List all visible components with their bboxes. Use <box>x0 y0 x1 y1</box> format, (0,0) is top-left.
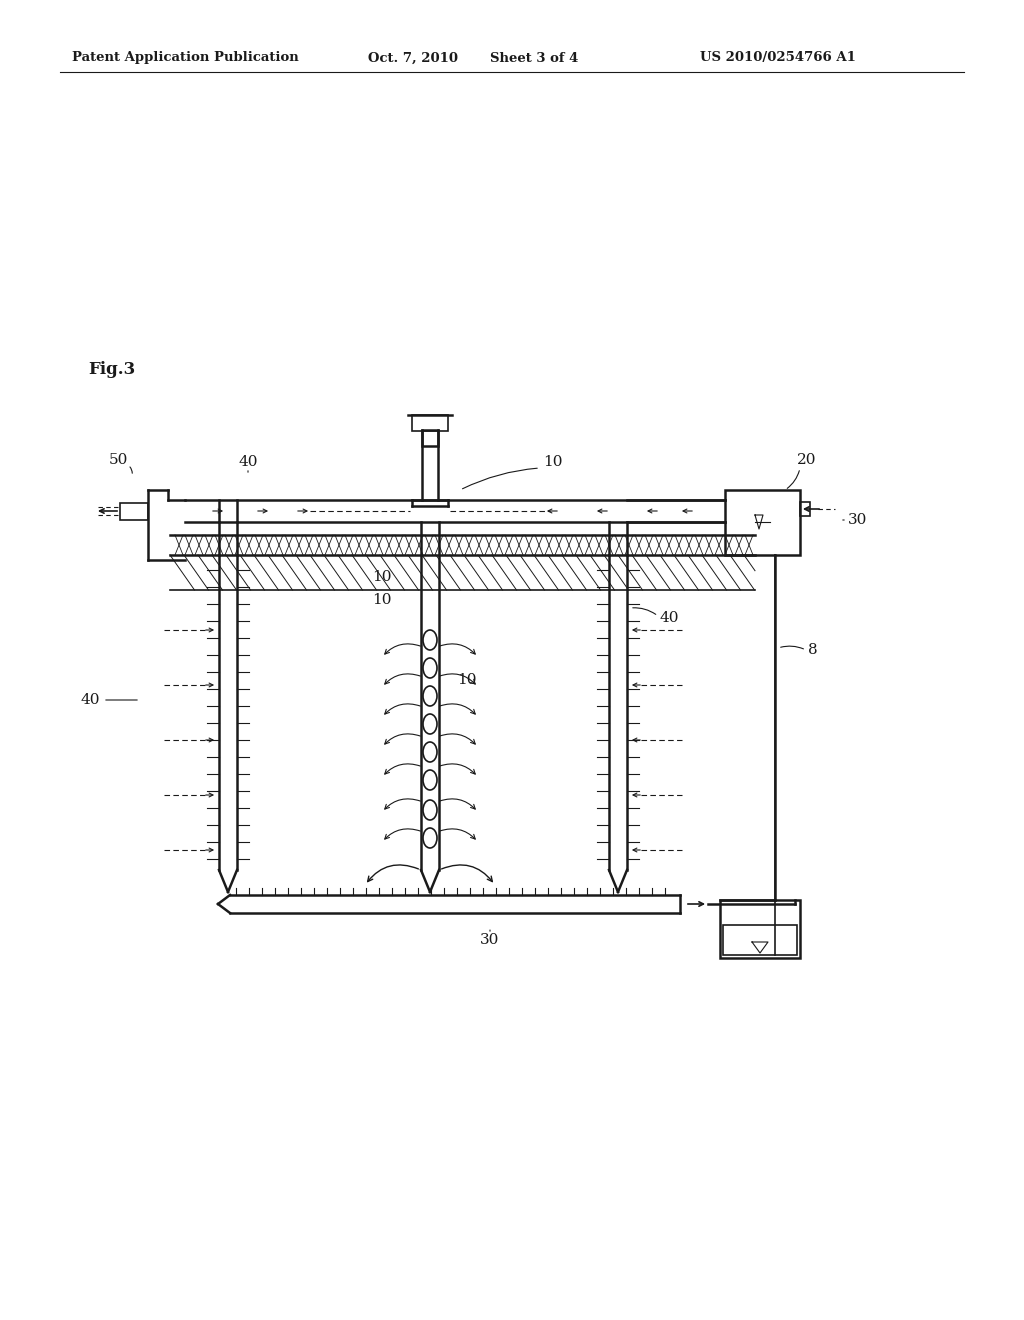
Bar <box>422 430 438 446</box>
Bar <box>720 900 800 958</box>
Text: Fig.3: Fig.3 <box>88 362 135 379</box>
Text: 30: 30 <box>848 513 867 527</box>
Text: 20: 20 <box>797 453 816 467</box>
Text: 10: 10 <box>457 673 476 686</box>
Text: Sheet 3 of 4: Sheet 3 of 4 <box>490 51 579 65</box>
Text: 30: 30 <box>480 933 500 946</box>
Bar <box>120 503 148 520</box>
Text: US 2010/0254766 A1: US 2010/0254766 A1 <box>700 51 856 65</box>
Bar <box>412 414 449 432</box>
Text: 8: 8 <box>808 643 817 657</box>
Text: 10: 10 <box>373 593 392 607</box>
Bar <box>723 925 797 954</box>
Bar <box>725 490 800 554</box>
Text: Patent Application Publication: Patent Application Publication <box>72 51 299 65</box>
Text: 10: 10 <box>373 570 392 583</box>
Bar <box>800 502 810 516</box>
Text: 10: 10 <box>543 455 562 469</box>
Text: Oct. 7, 2010: Oct. 7, 2010 <box>368 51 458 65</box>
Text: 40: 40 <box>660 611 680 624</box>
Text: 50: 50 <box>109 453 128 467</box>
Text: 40: 40 <box>80 693 99 708</box>
Text: 40: 40 <box>239 455 258 469</box>
